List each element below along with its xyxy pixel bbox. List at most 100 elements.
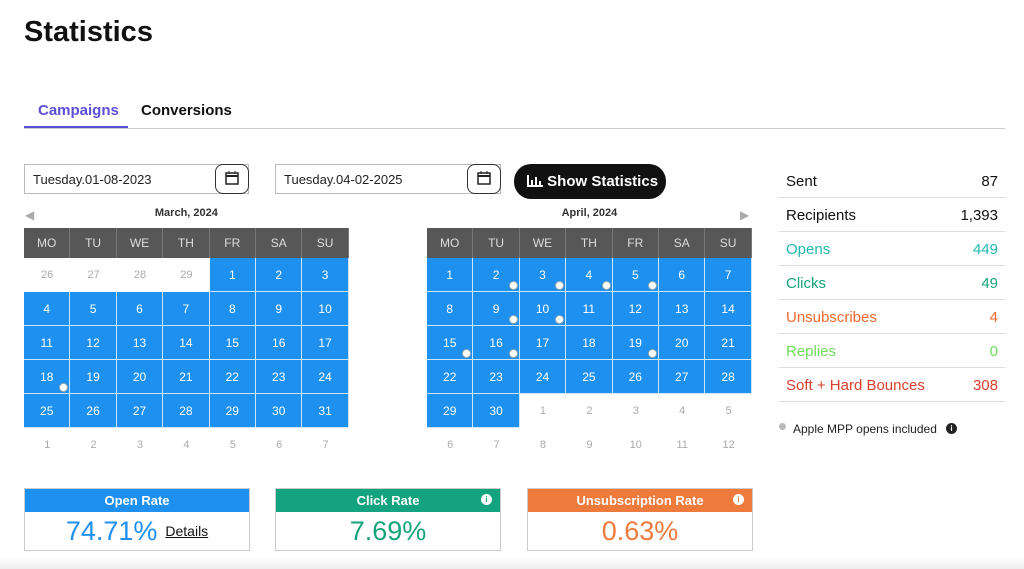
day[interactable]: 16 — [473, 326, 520, 360]
day[interactable]: 14 — [705, 292, 752, 326]
day[interactable]: 22 — [209, 360, 256, 394]
card-header: Click Rate — [276, 489, 500, 512]
day: 7 — [493, 439, 500, 451]
day[interactable]: 24 — [519, 360, 567, 394]
day[interactable]: 17 — [519, 326, 567, 360]
info-icon[interactable]: i — [733, 494, 744, 505]
day[interactable]: 3 — [302, 258, 349, 292]
day[interactable]: 12 — [612, 292, 659, 326]
stat-value: 0 — [989, 343, 998, 360]
tab[interactable]: Campaigns — [38, 102, 119, 119]
day[interactable]: 30 — [473, 394, 520, 428]
day[interactable]: 17 — [302, 326, 349, 360]
weekday: FR — [612, 228, 659, 258]
stat-row: Clicks 49 — [779, 266, 1005, 300]
note-dot — [779, 423, 786, 430]
day: 7 — [322, 439, 329, 451]
day[interactable]: 7 — [163, 292, 210, 326]
stat-row: Replies 0 — [779, 334, 1005, 368]
day[interactable]: 27 — [659, 360, 706, 394]
day[interactable]: 13 — [116, 326, 164, 360]
weekday: MO — [427, 228, 474, 258]
day[interactable]: 8 — [427, 292, 474, 326]
day[interactable]: 2 — [256, 258, 303, 292]
day[interactable]: 18 — [24, 360, 71, 394]
day: 8 — [539, 439, 547, 451]
calendar-icon — [477, 171, 491, 185]
page-title: Statistics — [24, 16, 153, 48]
day: 10 — [629, 439, 642, 451]
day[interactable]: 29 — [209, 394, 256, 428]
day[interactable]: 6 — [659, 258, 706, 292]
day[interactable]: 27 — [116, 394, 164, 428]
day-marker — [555, 315, 565, 324]
day[interactable]: 11 — [24, 326, 71, 360]
day[interactable]: 23 — [256, 360, 303, 394]
day[interactable]: 11 — [566, 292, 613, 326]
day[interactable]: 22 — [427, 360, 474, 394]
day[interactable]: 21 — [705, 326, 752, 360]
day[interactable]: 1 — [427, 258, 474, 292]
day[interactable]: 12 — [70, 326, 117, 360]
day[interactable]: 26 — [612, 360, 659, 394]
info-icon[interactable]: i — [946, 423, 957, 434]
day[interactable]: 9 — [256, 292, 303, 326]
day[interactable]: 25 — [24, 394, 71, 428]
stat-label: Clicks — [786, 275, 826, 292]
day: 2 — [586, 405, 593, 417]
stat-row: Opens 449 — [779, 232, 1005, 266]
day[interactable]: 2 — [473, 258, 520, 292]
day[interactable]: 6 — [116, 292, 164, 326]
day: 28 — [133, 269, 147, 281]
day-marker — [648, 349, 657, 358]
weekday: SU — [302, 228, 349, 258]
day[interactable]: 30 — [256, 394, 303, 428]
day[interactable]: 24 — [302, 360, 349, 394]
note: Apple MPP opens included — [793, 422, 937, 436]
day[interactable]: 13 — [659, 292, 706, 326]
day: 27 — [87, 269, 100, 281]
day[interactable]: 26 — [70, 394, 117, 428]
day[interactable]: 20 — [659, 326, 706, 360]
details-link[interactable]: Details — [165, 523, 209, 539]
prev-arrow[interactable]: ◀ — [25, 208, 35, 222]
day: 1 — [539, 405, 547, 417]
day[interactable]: 29 — [427, 394, 474, 428]
day[interactable]: 8 — [209, 292, 256, 326]
stat-value: 87 — [981, 173, 998, 190]
next-arrow[interactable]: ▶ — [740, 208, 750, 222]
day[interactable]: 1 — [209, 258, 256, 292]
day[interactable]: 25 — [566, 360, 613, 394]
day[interactable]: 18 — [566, 326, 613, 360]
day[interactable]: 31 — [302, 394, 349, 428]
day[interactable]: 4 — [24, 292, 71, 326]
day[interactable]: 14 — [163, 326, 210, 360]
chart-icon — [527, 175, 543, 187]
day[interactable]: 15 — [209, 326, 256, 360]
day-marker — [555, 281, 565, 290]
day[interactable]: 21 — [163, 360, 210, 394]
day-marker — [508, 315, 518, 324]
day[interactable]: 19 — [70, 360, 117, 394]
day[interactable]: 28 — [705, 360, 752, 394]
info-icon[interactable]: i — [481, 494, 492, 505]
calendar-button[interactable] — [215, 164, 249, 194]
day[interactable]: 4 — [566, 258, 613, 292]
rate-card: Unsubscription Rate i 0.63% — [527, 488, 753, 551]
day[interactable]: 10 — [302, 292, 349, 326]
day: 12 — [722, 439, 735, 451]
tab[interactable]: Conversions — [141, 102, 232, 119]
weekday: SA — [659, 228, 706, 258]
stat-row: Unsubscribes 4 — [779, 300, 1005, 334]
day[interactable]: 28 — [163, 394, 210, 428]
day[interactable]: 23 — [473, 360, 520, 394]
day[interactable]: 20 — [116, 360, 164, 394]
stat-value: 1,393 — [960, 207, 998, 224]
day[interactable]: 5 — [70, 292, 117, 326]
day[interactable]: 16 — [256, 326, 303, 360]
calendar-button[interactable] — [467, 164, 501, 194]
day[interactable]: 7 — [705, 258, 752, 292]
show-statistics-button[interactable]: Show Statistics — [514, 164, 666, 199]
day: 9 — [586, 439, 593, 451]
card-value: 0.63% — [601, 516, 679, 546]
